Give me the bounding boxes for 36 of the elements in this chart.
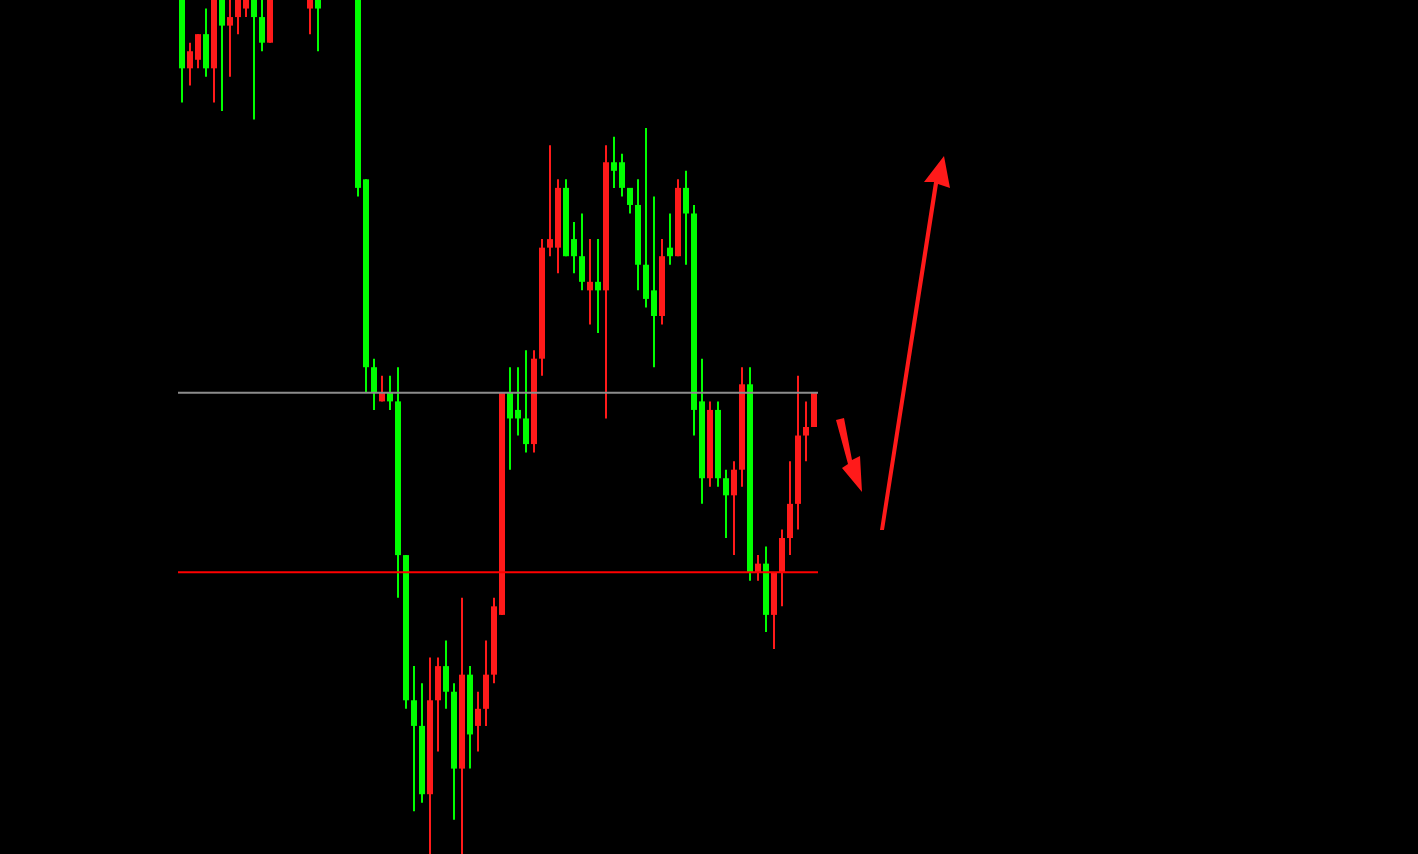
candlestick — [371, 357, 377, 411]
candlestick — [515, 366, 521, 437]
candlestick — [643, 127, 649, 309]
candlestick — [595, 238, 601, 335]
candlestick — [651, 195, 657, 369]
candlestick — [587, 238, 593, 326]
candlestick — [803, 400, 809, 463]
candlestick — [547, 144, 553, 258]
candlestick — [475, 690, 481, 753]
candlestick — [611, 135, 617, 189]
candlestick — [619, 152, 625, 198]
candlestick — [187, 41, 193, 87]
candlestick — [483, 639, 489, 727]
candlestick — [779, 528, 785, 608]
candlestick — [195, 33, 201, 70]
candlestick — [579, 212, 585, 292]
candlestick — [667, 212, 673, 266]
candlestick — [523, 349, 529, 454]
candlestick — [307, 0, 313, 36]
candlestick — [771, 571, 777, 651]
candlestick — [227, 0, 233, 78]
candlestick — [443, 639, 449, 710]
candlestick — [203, 7, 209, 78]
candlestick — [219, 0, 225, 113]
candlestick — [723, 468, 729, 540]
candlestick — [731, 460, 737, 557]
candlestick — [683, 169, 689, 266]
candlestick — [315, 0, 321, 53]
candlestick — [435, 656, 441, 753]
candlestick — [627, 186, 633, 215]
candlestick — [411, 665, 417, 813]
candlestick — [259, 0, 265, 53]
candlestick — [507, 366, 513, 471]
candlestick — [235, 0, 241, 36]
candlestick — [787, 460, 793, 557]
candlestick — [251, 0, 257, 121]
